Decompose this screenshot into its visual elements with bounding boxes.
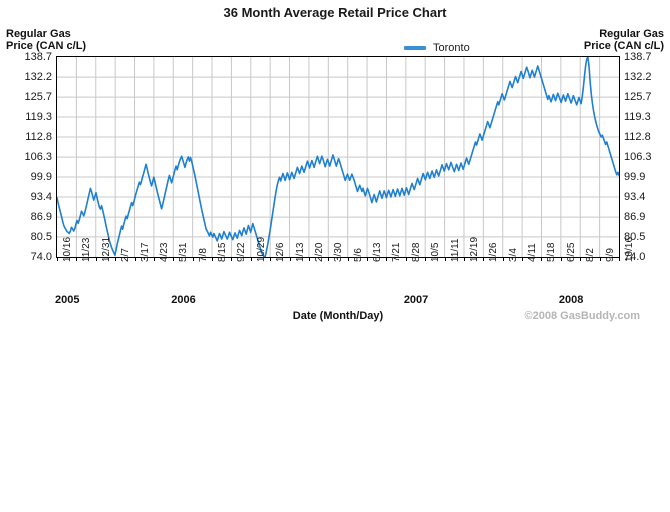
x-axis-tick-label: 10/16 bbox=[624, 236, 635, 262]
plot-area bbox=[56, 56, 620, 258]
x-axis-tick-label: 12/6 bbox=[275, 242, 287, 262]
x-axis-tick-label: 1/26 bbox=[488, 242, 500, 262]
x-axis-tick-label: 9/22 bbox=[236, 242, 248, 262]
chart-legend: Toronto bbox=[404, 40, 470, 56]
x-axis-tick-label: 9/9 bbox=[604, 248, 616, 262]
y-axis-tick-label: 125.7 bbox=[624, 91, 652, 104]
legend-item-label: Toronto bbox=[433, 42, 470, 54]
y-axis-tick-label: 125.7 bbox=[24, 91, 52, 104]
x-axis-year-label: 2007 bbox=[403, 294, 429, 306]
y-axis-tick-label: 80.5 bbox=[30, 230, 52, 243]
x-axis-tick-label: 7/21 bbox=[391, 242, 403, 262]
x-axis-tick-label: 5/6 bbox=[352, 248, 364, 262]
x-axis-tick-label: 3/30 bbox=[333, 242, 345, 262]
x-axis-tick-mark bbox=[212, 257, 214, 261]
y-axis-tick-label: 106.3 bbox=[624, 151, 652, 164]
x-axis-tick-mark bbox=[599, 257, 601, 261]
x-axis-tick-label: 2/7 bbox=[120, 248, 132, 262]
x-axis-title: Date (Month/Day) bbox=[292, 310, 384, 322]
y-axis-tick-label: 93.4 bbox=[624, 191, 646, 204]
x-axis-tick-mark bbox=[76, 257, 78, 261]
x-axis-tick-mark bbox=[483, 257, 485, 261]
x-axis-tick-label: 3/17 bbox=[139, 242, 151, 262]
x-axis-tick-mark bbox=[463, 257, 465, 261]
x-axis-tick-mark bbox=[522, 257, 524, 261]
x-axis-tick-label: 5/18 bbox=[546, 242, 558, 262]
x-axis-tick-label: 10/29 bbox=[255, 236, 267, 262]
x-axis-tick-mark bbox=[231, 257, 233, 261]
x-axis-tick-label: 11/11 bbox=[449, 238, 461, 262]
y-axis-tick-label: 138.7 bbox=[624, 51, 652, 63]
x-axis-tick-mark bbox=[580, 257, 582, 261]
y-axis-tick-label: 119.3 bbox=[25, 110, 52, 123]
legend-swatch-icon bbox=[404, 46, 426, 50]
x-axis-tick-mark bbox=[386, 257, 388, 261]
x-axis-tick-label: 12/31 bbox=[100, 236, 112, 262]
x-axis-tick-mark bbox=[502, 257, 504, 261]
y-axis-tick-label: 138.7 bbox=[24, 51, 52, 63]
x-axis-tick-mark bbox=[57, 257, 58, 261]
x-axis-tick-mark bbox=[95, 257, 97, 261]
x-axis-tick-label: 4/23 bbox=[158, 242, 170, 262]
x-axis-year-label: 2008 bbox=[558, 294, 584, 306]
right-axis-caption: Regular Gas Price (CAN c/L) bbox=[583, 28, 664, 52]
y-axis-tick-label: 132.2 bbox=[624, 71, 652, 84]
y-axis-tick-label: 106.3 bbox=[24, 151, 52, 164]
y-axis-tick-label: 132.2 bbox=[24, 71, 52, 84]
x-axis-year-label: 2005 bbox=[55, 294, 80, 306]
x-axis-tick-label: 1/13 bbox=[294, 242, 306, 262]
y-axis-tick-label: 99.9 bbox=[624, 170, 646, 183]
x-axis-tick-mark bbox=[367, 257, 369, 261]
x-axis-tick-label: 3/4 bbox=[507, 248, 519, 262]
series-line-toronto bbox=[57, 57, 619, 257]
price-line-plot bbox=[57, 57, 619, 257]
x-axis-tick-mark bbox=[153, 257, 155, 261]
x-axis-tick-label: 5/31 bbox=[178, 242, 190, 262]
x-axis-tick-mark bbox=[289, 257, 291, 261]
x-axis-tick-mark bbox=[619, 257, 620, 261]
x-axis-tick-mark bbox=[250, 257, 252, 261]
x-axis-tick-label: 12/19 bbox=[468, 236, 480, 262]
y-axis-tick-label: 74.0 bbox=[624, 251, 646, 263]
copyright-notice: ©2008 GasBuddy.com bbox=[524, 310, 641, 322]
x-axis-tick-label: 2/20 bbox=[313, 242, 325, 262]
x-axis-tick-label: 7/8 bbox=[197, 248, 209, 262]
x-axis-tick-mark bbox=[560, 257, 562, 261]
y-axis-tick-label: 80.5 bbox=[624, 230, 646, 243]
x-axis-tick-mark bbox=[308, 257, 310, 261]
x-axis-tick-mark bbox=[173, 257, 175, 261]
x-axis-tick-label: 8/28 bbox=[410, 242, 422, 262]
x-axis-year-label: 2006 bbox=[171, 294, 196, 306]
x-axis-tick-mark bbox=[134, 257, 136, 261]
x-axis-tick-label: 8/15 bbox=[217, 242, 229, 262]
x-axis-tick-mark bbox=[444, 257, 446, 261]
x-axis-tick-label: 10/5 bbox=[430, 242, 442, 262]
y-axis-tick-label: 93.4 bbox=[30, 191, 52, 204]
page-title: 36 Month Average Retail Price Chart bbox=[223, 5, 447, 20]
x-axis-tick-mark bbox=[347, 257, 349, 261]
x-axis-tick-mark bbox=[405, 257, 407, 261]
x-axis-tick-mark bbox=[425, 257, 427, 261]
x-axis-tick-mark bbox=[115, 257, 117, 261]
y-axis-tick-label: 74.0 bbox=[30, 251, 52, 263]
x-axis-tick-mark bbox=[328, 257, 330, 261]
x-axis-tick-mark bbox=[541, 257, 543, 261]
x-axis-tick-label: 6/25 bbox=[565, 242, 577, 262]
y-axis-tick-label: 86.9 bbox=[30, 211, 52, 224]
x-axis-tick-label: 11/23 bbox=[81, 237, 93, 262]
x-axis-tick-mark bbox=[270, 257, 272, 261]
x-axis-tick-mark bbox=[192, 257, 194, 261]
x-axis-tick-label: 4/11 bbox=[527, 243, 539, 262]
x-axis-tick-label: 6/13 bbox=[372, 242, 384, 262]
left-axis-caption: Regular Gas Price (CAN c/L) bbox=[6, 28, 87, 52]
y-axis-tick-label: 86.9 bbox=[624, 211, 646, 224]
y-axis-tick-label: 99.9 bbox=[30, 170, 52, 183]
x-axis-tick-label: 10/16 bbox=[62, 236, 73, 262]
x-axis-tick-label: 8/2 bbox=[585, 248, 597, 262]
y-axis-tick-label: 119.3 bbox=[624, 110, 651, 123]
y-axis-tick-label: 112.8 bbox=[624, 131, 651, 144]
y-axis-tick-label: 112.8 bbox=[25, 131, 52, 144]
